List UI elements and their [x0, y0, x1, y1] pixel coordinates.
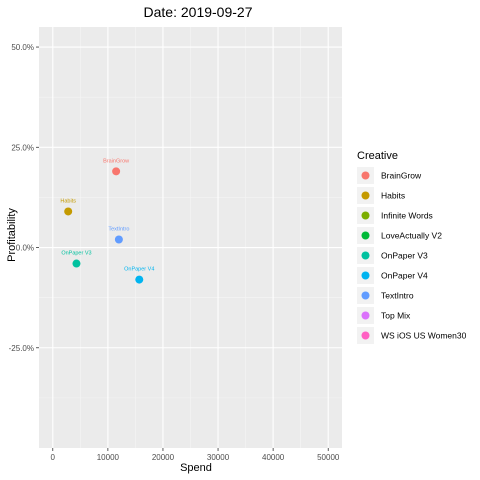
data-point — [112, 167, 121, 176]
y-tick-label: 50.0% — [11, 43, 34, 52]
legend-marker — [361, 291, 370, 300]
y-axis-title: Profitability — [6, 208, 18, 262]
data-point-label: OnPaper V4 — [124, 267, 154, 273]
legend-marker — [361, 211, 370, 220]
x-axis: 0 10000 20000 30000 40000 50000 — [51, 448, 340, 462]
legend-title: Creative — [357, 150, 398, 162]
x-tick-label: 40000 — [262, 453, 285, 462]
legend-marker — [361, 231, 370, 240]
y-tick-label: 0.0% — [16, 244, 34, 253]
legend-label: Habits — [381, 191, 405, 201]
data-point — [64, 207, 73, 216]
legend-label: OnPaper V4 — [381, 271, 428, 281]
legend-label: LoveActually V2 — [381, 231, 442, 241]
x-tick-label: 20000 — [152, 453, 175, 462]
data-point — [135, 275, 144, 284]
y-tick-label: 25.0% — [11, 143, 34, 152]
data-point — [114, 235, 123, 244]
x-tick-label: 0 — [51, 453, 56, 462]
data-point-labels: BrainGrow Habits TextIntro OnPaper V3 OnPape… — [60, 158, 154, 272]
data-points — [64, 167, 144, 284]
major-gridlines — [39, 27, 342, 448]
legend-marker — [361, 331, 370, 340]
x-tick-label: 30000 — [207, 453, 230, 462]
data-point-label: Habits — [60, 198, 76, 204]
legend-items: BrainGrow Habits Infinite Words LoveActuall… — [357, 167, 467, 344]
y-tick-label: -25.0% — [9, 344, 34, 353]
chart-title: Date: 2019-09-27 — [144, 4, 253, 20]
x-axis-title: Spend — [180, 462, 212, 474]
x-tick-label: 50000 — [317, 453, 340, 462]
legend-label: OnPaper V3 — [381, 251, 428, 261]
legend-label: Top Mix — [381, 311, 411, 321]
legend-marker — [361, 311, 370, 320]
legend-label: WS iOS US Women30 — [381, 331, 467, 341]
data-point-label: OnPaper V3 — [61, 251, 91, 257]
legend-marker — [361, 271, 370, 280]
legend-marker — [361, 251, 370, 260]
legend-label: Infinite Words — [381, 211, 433, 221]
x-tick-label: 10000 — [97, 453, 120, 462]
legend-marker — [361, 171, 370, 180]
legend-label: BrainGrow — [381, 171, 422, 181]
minor-gridlines — [39, 27, 342, 448]
data-point-label: TextIntro — [108, 227, 129, 233]
data-point — [72, 259, 81, 268]
data-point-label: BrainGrow — [103, 158, 129, 164]
legend-marker — [361, 191, 370, 200]
y-axis: 50.0% 25.0% 0.0% -25.0% — [9, 43, 39, 353]
legend-label: TextIntro — [381, 291, 414, 301]
legend: Creative BrainGrow Habits Infinite Words Lo… — [357, 150, 467, 344]
